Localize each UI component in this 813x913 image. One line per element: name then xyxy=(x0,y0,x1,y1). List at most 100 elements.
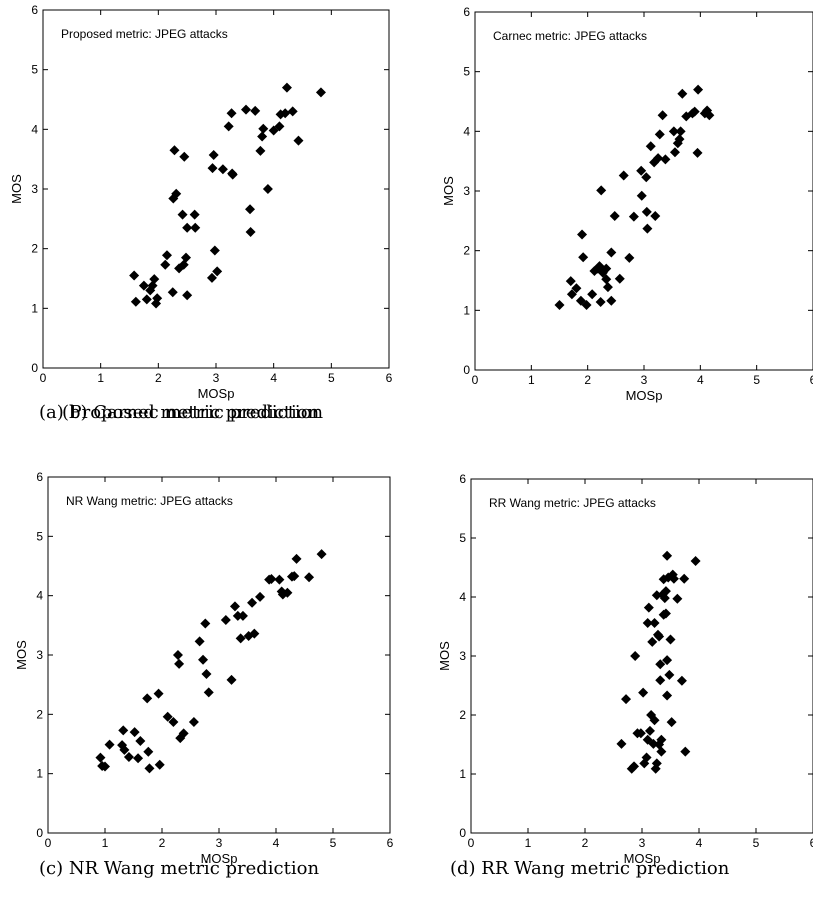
data-point xyxy=(207,163,218,174)
data-point xyxy=(618,170,629,181)
data-point xyxy=(629,761,640,772)
data-point xyxy=(129,727,140,738)
data-point xyxy=(240,104,251,115)
data-point xyxy=(656,734,667,745)
data-point xyxy=(217,164,228,175)
data-point xyxy=(651,758,662,769)
data-point xyxy=(198,654,209,665)
data-point xyxy=(144,763,155,774)
y-tick-label: 0 xyxy=(36,826,43,840)
data-point xyxy=(169,145,180,156)
data-point xyxy=(162,711,173,722)
data-point xyxy=(201,668,212,679)
x-tick-label: 6 xyxy=(387,836,394,850)
data-point xyxy=(229,601,240,612)
x-axis-label: MOSp xyxy=(626,388,663,403)
data-point xyxy=(602,282,613,293)
plot-frame xyxy=(42,9,390,369)
data-point xyxy=(651,590,662,601)
y-tick-label: 6 xyxy=(463,5,470,19)
data-point xyxy=(689,106,700,117)
data-point xyxy=(662,690,673,701)
x-tick-label: 1 xyxy=(97,371,104,385)
scatter-plot-3: 0 1 2 3 4 5 6 0 1 2 3 4 5 6 MOSp MOS NR Wang metric: JPE… xyxy=(14,470,394,866)
x-tick-label: 5 xyxy=(753,373,760,387)
x-tick-label: 0 xyxy=(472,373,479,387)
data-point xyxy=(177,209,188,220)
data-point xyxy=(659,593,670,604)
y-tick-label: 3 xyxy=(459,649,466,663)
data-point xyxy=(291,553,302,564)
plot-frame xyxy=(474,11,813,371)
data-point xyxy=(95,752,106,763)
data-point xyxy=(635,728,646,739)
y-tick-label: 0 xyxy=(31,361,38,375)
data-point xyxy=(175,733,186,744)
data-point xyxy=(226,108,237,119)
x-tick-label: 6 xyxy=(810,373,813,387)
scatter-plot-1: 0 1 2 3 4 5 6 0 1 2 3 4 5 6 MOSp MOS Proposed metric: JP… xyxy=(9,3,393,401)
data-point xyxy=(258,123,269,134)
data-point xyxy=(642,734,653,745)
y-tick-label: 1 xyxy=(463,303,470,317)
data-point xyxy=(262,184,273,194)
data-point xyxy=(660,154,671,165)
data-point xyxy=(665,634,676,645)
data-point xyxy=(287,106,298,117)
data-point xyxy=(167,287,178,298)
data-point xyxy=(645,141,656,152)
data-point xyxy=(172,650,183,660)
data-point xyxy=(194,636,205,647)
x-tick-label: 5 xyxy=(753,836,760,850)
data-point xyxy=(642,617,653,628)
x-tick-label: 1 xyxy=(528,373,535,387)
x-tick-label: 2 xyxy=(582,836,589,850)
data-point xyxy=(636,190,647,201)
data-point xyxy=(168,717,179,728)
data-point xyxy=(123,752,134,763)
data-point xyxy=(596,185,607,196)
data-point xyxy=(274,574,285,585)
x-axis-label: MOSp xyxy=(201,851,238,866)
data-point xyxy=(304,572,315,583)
data-point xyxy=(666,717,677,728)
y-axis-label: MOS xyxy=(441,176,456,206)
y-axis-label: MOS xyxy=(437,641,452,671)
data-point xyxy=(649,617,660,628)
data-point xyxy=(680,746,691,757)
data-point xyxy=(658,609,669,620)
data-point xyxy=(649,157,660,168)
y-axis-label: MOS xyxy=(9,174,24,204)
y-tick-label: 2 xyxy=(31,242,38,256)
data-point xyxy=(152,293,163,304)
data-point xyxy=(232,610,243,621)
data-point xyxy=(130,296,141,307)
scatter-plot-4: 0 1 2 3 4 5 6 0 1 2 3 4 5 6 MOSp MOS RR Wang metric: JPE… xyxy=(437,472,813,866)
y-tick-label: 2 xyxy=(459,708,466,722)
data-point xyxy=(154,759,165,770)
data-point xyxy=(657,110,668,121)
data-point xyxy=(257,131,268,142)
plot-frame xyxy=(470,478,813,834)
data-point xyxy=(554,299,565,310)
y-tick-label: 2 xyxy=(36,707,43,721)
x-tick-label: 6 xyxy=(810,836,813,850)
data-point xyxy=(182,290,193,301)
x-tick-label: 6 xyxy=(386,371,393,385)
plot-frame xyxy=(47,476,391,834)
data-point xyxy=(641,206,652,217)
data-point xyxy=(601,274,612,285)
data-point xyxy=(647,636,658,647)
data-point xyxy=(692,147,703,158)
data-point xyxy=(135,736,146,747)
chart-title: Carnec metric: JPEG attacks xyxy=(493,29,647,43)
y-tick-label: 1 xyxy=(36,767,43,781)
data-point xyxy=(235,633,246,644)
data-point xyxy=(226,674,237,685)
data-point xyxy=(624,252,635,263)
data-point xyxy=(575,295,586,306)
data-point xyxy=(190,222,201,233)
data-point xyxy=(181,252,192,263)
data-point xyxy=(212,266,223,277)
data-point xyxy=(206,272,217,283)
